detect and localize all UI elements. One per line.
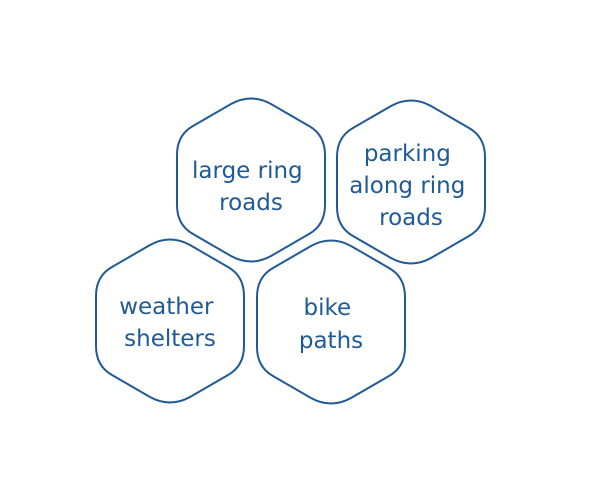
hex-weather-shelters: weather shelters: [95, 238, 245, 404]
hex-bike-paths-line-1: bike: [304, 295, 352, 321]
hex-large-ring-roads-label: large ring roads: [192, 158, 310, 216]
hex-weather-shelters-shape: [95, 238, 245, 404]
hex-parking-along-ring-roads-line-2: along ring: [349, 173, 465, 199]
hex-large-ring-roads-shape: [176, 97, 326, 263]
hex-parking-along-ring-roads-shape: [336, 99, 486, 265]
hex-bike-paths-line-2: paths: [299, 328, 363, 354]
hex-large-ring-roads-line-1: large ring: [192, 158, 303, 184]
hex-parking-along-ring-roads-line-3: roads: [379, 205, 443, 231]
hex-weather-shelters-line-1: weather: [119, 294, 214, 320]
hex-large-ring-roads: large ring roads: [176, 97, 326, 263]
hex-parking-along-ring-roads: parking along ring roads: [336, 99, 486, 265]
hex-weather-shelters-line-2: shelters: [124, 326, 216, 352]
hex-weather-shelters-label: weather shelters: [119, 294, 221, 352]
hex-large-ring-roads-line-2: roads: [219, 190, 283, 216]
hex-bike-paths: bike paths: [256, 239, 406, 405]
hex-parking-along-ring-roads-line-1: parking: [364, 141, 451, 167]
hex-bike-paths-label: bike paths: [299, 295, 363, 354]
hex-parking-along-ring-roads-label: parking along ring roads: [349, 141, 472, 231]
hex-bike-paths-shape: [256, 239, 406, 405]
